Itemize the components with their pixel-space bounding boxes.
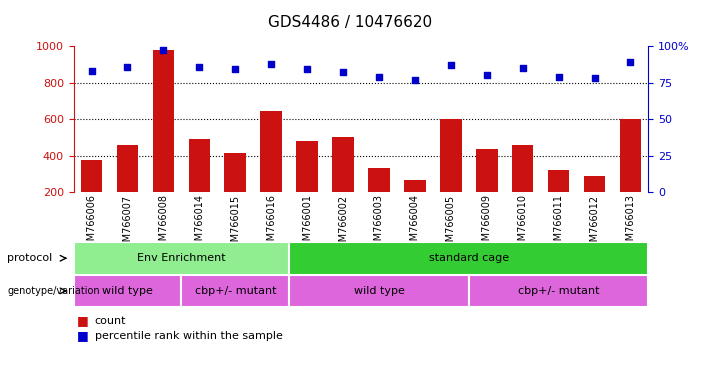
Text: GSM766015: GSM766015 (230, 195, 240, 253)
Text: GSM766004: GSM766004 (410, 195, 420, 253)
Bar (404, 180, 426, 192)
Text: GDS4486 / 10476620: GDS4486 / 10476620 (268, 15, 433, 30)
Bar (512, 145, 533, 192)
Bar (261, 111, 282, 192)
Text: standard cage: standard cage (429, 253, 509, 263)
Bar (74, 242, 290, 275)
Text: wild type: wild type (353, 286, 404, 296)
Text: GSM766002: GSM766002 (338, 195, 348, 253)
Text: GSM766009: GSM766009 (482, 195, 492, 253)
Bar (548, 170, 569, 192)
Bar (469, 275, 648, 307)
Text: GSM766011: GSM766011 (554, 195, 564, 253)
Point (301, 66, 313, 73)
Bar (153, 50, 174, 192)
Text: count: count (95, 316, 126, 326)
Point (86, 68, 97, 74)
Text: genotype/variation: genotype/variation (7, 286, 100, 296)
Text: GSM766008: GSM766008 (158, 195, 168, 253)
Bar (182, 275, 290, 307)
Point (625, 59, 636, 65)
Text: GSM766013: GSM766013 (625, 195, 636, 253)
Bar (290, 275, 469, 307)
Point (193, 63, 205, 70)
Text: percentile rank within the sample: percentile rank within the sample (95, 331, 283, 341)
Bar (74, 275, 182, 307)
Text: GSM766012: GSM766012 (590, 195, 599, 253)
Text: GSM766006: GSM766006 (86, 195, 97, 253)
Bar (297, 141, 318, 192)
Point (337, 69, 348, 75)
Bar (116, 145, 138, 192)
Text: GSM766001: GSM766001 (302, 195, 312, 253)
Point (158, 47, 169, 53)
Point (409, 76, 421, 83)
Text: GSM766005: GSM766005 (446, 195, 456, 253)
Text: wild type: wild type (102, 286, 153, 296)
Bar (440, 119, 461, 192)
Bar (81, 160, 102, 192)
Text: cbp+/- mutant: cbp+/- mutant (194, 286, 276, 296)
Text: protocol: protocol (7, 253, 53, 263)
Text: cbp+/- mutant: cbp+/- mutant (518, 286, 599, 296)
Point (445, 62, 456, 68)
Bar (620, 119, 641, 192)
Text: GSM766007: GSM766007 (123, 195, 132, 253)
Text: Env Enrichment: Env Enrichment (137, 253, 226, 263)
Text: ■: ■ (77, 329, 89, 343)
Point (481, 72, 492, 78)
Text: GSM766010: GSM766010 (517, 195, 528, 253)
Bar (584, 175, 606, 192)
Point (589, 75, 600, 81)
Bar (290, 242, 648, 275)
Point (553, 74, 564, 80)
Bar (224, 153, 246, 192)
Point (374, 74, 385, 80)
Point (517, 65, 529, 71)
Text: GSM766014: GSM766014 (194, 195, 205, 253)
Bar (476, 149, 498, 192)
Bar (368, 168, 390, 192)
Bar (332, 137, 354, 192)
Point (122, 63, 133, 70)
Point (266, 61, 277, 67)
Point (230, 66, 241, 73)
Text: GSM766003: GSM766003 (374, 195, 384, 253)
Text: ■: ■ (77, 314, 89, 327)
Bar (189, 139, 210, 192)
Text: GSM766016: GSM766016 (266, 195, 276, 253)
